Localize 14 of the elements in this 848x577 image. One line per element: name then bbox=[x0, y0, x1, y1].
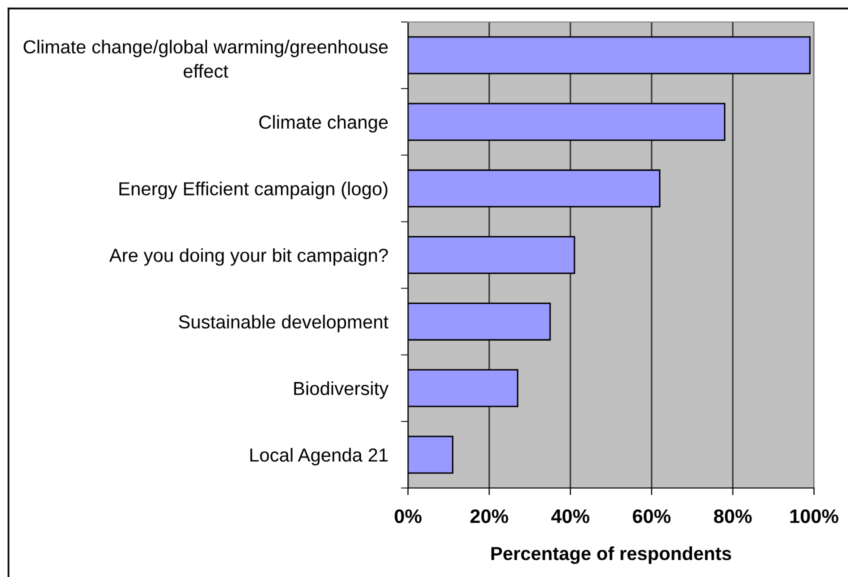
x-tick-label: 20% bbox=[470, 509, 508, 524]
x-tick-label: 80% bbox=[714, 509, 752, 524]
y-tick-label: Are you doing your bit campaign? bbox=[109, 248, 388, 266]
y-tick-label: Biodiversity bbox=[294, 381, 389, 399]
x-tick-label: 60% bbox=[632, 509, 671, 524]
x-tick-label: 0% bbox=[394, 509, 422, 524]
y-tick-label: Energy Efficient campaign (logo) bbox=[119, 182, 388, 200]
x-tick-label: 100% bbox=[790, 509, 838, 524]
y-tick-label: Sustainable development bbox=[178, 314, 388, 332]
x-tick-label: 40% bbox=[551, 509, 590, 524]
y-tick-label: Climate change/global warming/greenhouse effect bbox=[24, 40, 388, 78]
y-tick-label: Climate change bbox=[259, 115, 388, 133]
x-axis-title: Percentage of respondents bbox=[491, 546, 732, 564]
y-tick-label: Local Agenda 21 bbox=[250, 448, 388, 466]
